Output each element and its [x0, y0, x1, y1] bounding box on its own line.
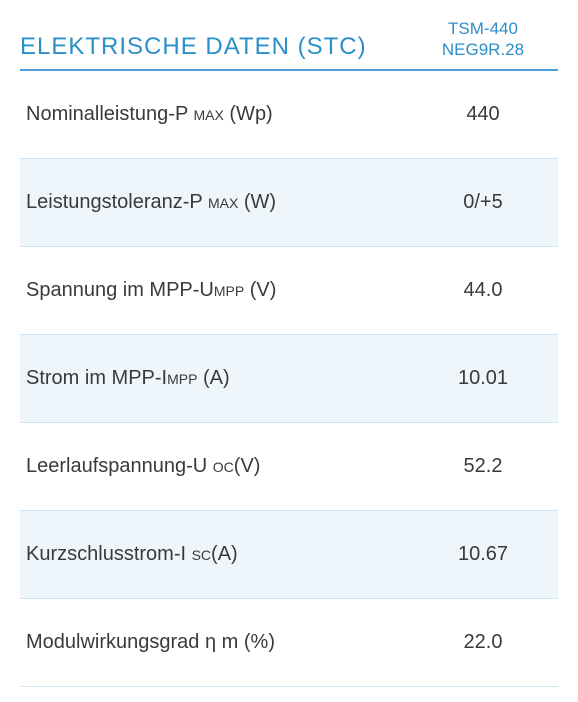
row-label-post: (Wp) — [224, 103, 273, 125]
row-label: Leistungstoleranz-P MAX (W) — [20, 191, 408, 214]
row-value: 0/+5 — [408, 191, 558, 214]
row-label-pre: Strom im MPP-I — [26, 367, 167, 389]
row-label: Spannung im MPP-UMPP (V) — [20, 279, 408, 302]
row-label-pre: Modulwirkungsgrad η m (%) — [26, 631, 275, 653]
model-line-2: NEG9R.28 — [408, 39, 558, 60]
table-row: Leistungstoleranz-P MAX (W)0/+5 — [20, 159, 558, 247]
table-row: Modulwirkungsgrad η m (%) 22.0 — [20, 599, 558, 687]
row-label-sub: OC — [213, 459, 234, 475]
row-value: 440 — [408, 103, 558, 126]
row-value: 52.2 — [408, 455, 558, 478]
table-row: Spannung im MPP-UMPP (V)44.0 — [20, 247, 558, 335]
page-title: ELEKTRISCHE DATEN (STC) — [20, 33, 408, 61]
row-value: 22.0 — [408, 631, 558, 654]
table-row: Nominalleistung-P MAX (Wp)440 — [20, 71, 558, 159]
row-label-post: (V) — [234, 455, 261, 477]
row-label-post: (V) — [244, 279, 276, 301]
row-label-pre: Kurzschlusstrom-I — [26, 543, 192, 565]
row-label-sub: MAX — [194, 107, 224, 123]
row-value: 10.01 — [408, 367, 558, 390]
row-value: 44.0 — [408, 279, 558, 302]
table-row: Leerlaufspannung-U OC(V)52.2 — [20, 423, 558, 511]
row-label: Modulwirkungsgrad η m (%) — [20, 631, 408, 654]
row-label: Nominalleistung-P MAX (Wp) — [20, 103, 408, 126]
table-row: Strom im MPP-IMPP (A)10.01 — [20, 335, 558, 423]
row-label-post: (A) — [211, 543, 238, 565]
row-value: 10.67 — [408, 543, 558, 566]
row-label-pre: Leerlaufspannung-U — [26, 455, 213, 477]
row-label-post: (A) — [197, 367, 229, 389]
model-line-1: TSM-440 — [408, 18, 558, 39]
row-label: Strom im MPP-IMPP (A) — [20, 367, 408, 390]
data-rows-container: Nominalleistung-P MAX (Wp)440Leistungsto… — [20, 71, 558, 687]
row-label-pre: Leistungstoleranz-P — [26, 191, 208, 213]
table-header: ELEKTRISCHE DATEN (STC) TSM-440 NEG9R.28 — [20, 18, 558, 71]
row-label-post: (W) — [238, 191, 276, 213]
table-row: Kurzschlusstrom-I SC(A)10.67 — [20, 511, 558, 599]
row-label-sub: SC — [192, 547, 211, 563]
row-label-sub: MPP — [167, 371, 197, 387]
model-column-header: TSM-440 NEG9R.28 — [408, 18, 558, 61]
row-label: Kurzschlusstrom-I SC(A) — [20, 543, 408, 566]
row-label-sub: MPP — [214, 283, 244, 299]
row-label: Leerlaufspannung-U OC(V) — [20, 455, 408, 478]
row-label-pre: Nominalleistung-P — [26, 103, 194, 125]
row-label-sub: MAX — [208, 195, 238, 211]
row-label-pre: Spannung im MPP-U — [26, 279, 214, 301]
